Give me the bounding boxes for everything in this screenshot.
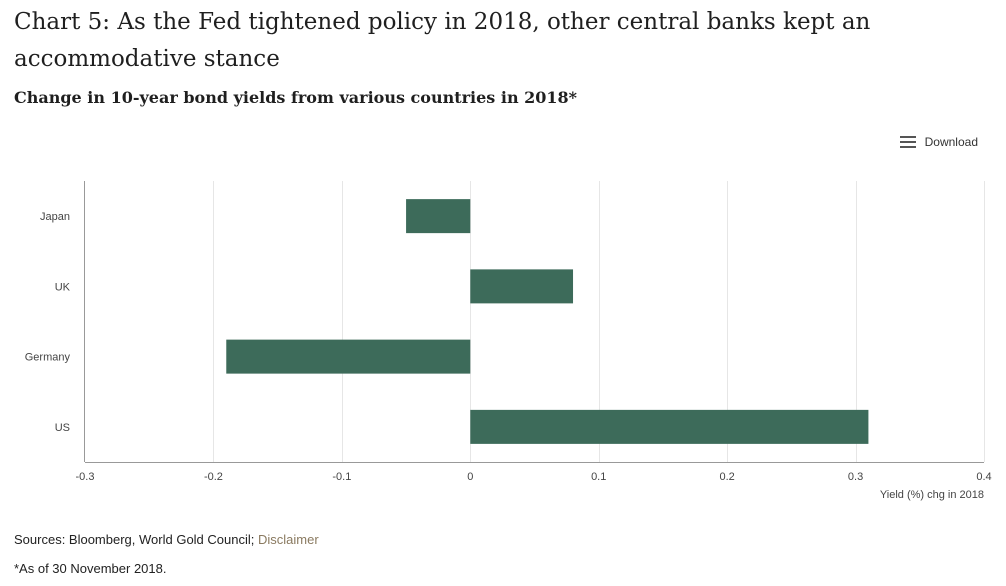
x-tick-label: 0.3 [848,471,863,483]
category-label: Japan [40,211,70,223]
x-axis-title: Yield (%) chg in 2018 [880,489,984,501]
sources-note: Sources: Bloomberg, World Gold Council; … [14,532,319,547]
x-tick-label: -0.1 [332,471,351,483]
sources-text: Sources: Bloomberg, World Gold Council; [14,532,258,547]
chart-subtitle: Change in 10-year bond yields from vario… [14,88,578,107]
x-tick-label: -0.2 [204,471,223,483]
bar-uk [470,269,574,304]
x-tick-label: -0.3 [76,471,95,483]
x-tick-label: 0.1 [591,471,606,483]
bar-germany [226,339,471,374]
category-label: US [55,422,70,434]
footnote: *As of 30 November 2018. [14,561,167,576]
download-button[interactable]: Download [899,135,978,149]
bar-japan [406,199,471,234]
category-label: UK [55,281,71,293]
download-label: Download [924,135,978,149]
bar-chart: Japan UK Germany US -0.3 -0.2 -0.1 0 0.1 0.2 0.3 0.… [25,181,992,501]
disclaimer-link[interactable]: Disclaimer [257,532,319,547]
bar-us [470,409,869,444]
x-tick-label: 0 [467,471,473,483]
chart-title: Chart 5: As the Fed tightened policy in … [14,9,871,72]
menu-icon [899,136,916,148]
x-tick-label: 0.4 [976,471,991,483]
x-tick-label: 0.2 [719,471,734,483]
category-label: Germany [25,352,71,364]
